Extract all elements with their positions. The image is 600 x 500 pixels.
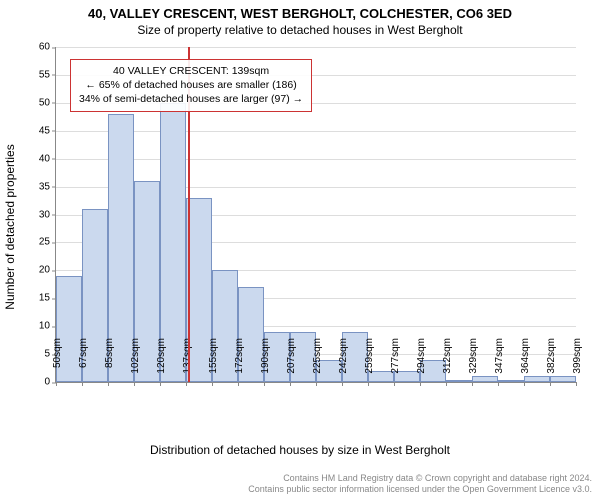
x-axis-label: Distribution of detached houses by size …	[0, 443, 600, 457]
x-tick: 329sqm	[468, 338, 479, 388]
annotation-box: 40 VALLEY CRESCENT: 139sqm ← 65% of deta…	[70, 59, 312, 112]
plot-area: 05101520253035404550556050sqm67sqm85sqm1…	[55, 47, 576, 383]
page-subtitle: Size of property relative to detached ho…	[0, 21, 600, 37]
page-title: 40, VALLEY CRESCENT, WEST BERGHOLT, COLC…	[0, 0, 600, 21]
x-tick: 242sqm	[338, 338, 349, 388]
y-tick: 50	[39, 97, 56, 108]
y-tick: 40	[39, 153, 56, 164]
y-tick: 60	[39, 42, 56, 53]
y-tick: 35	[39, 181, 56, 192]
y-axis-label: Number of detached properties	[3, 62, 17, 227]
x-tick: 155sqm	[208, 338, 219, 388]
y-tick: 55	[39, 69, 56, 80]
y-tick: 20	[39, 265, 56, 276]
annotation-line1: 40 VALLEY CRESCENT: 139sqm	[79, 64, 303, 78]
annotation-line3: 34% of semi-detached houses are larger (…	[79, 92, 303, 106]
x-tick: 85sqm	[104, 338, 115, 388]
x-tick: 120sqm	[156, 338, 167, 388]
y-tick: 15	[39, 293, 56, 304]
footer-line1: Contains HM Land Registry data © Crown c…	[8, 473, 592, 485]
x-tick: 207sqm	[286, 338, 297, 388]
x-tick: 347sqm	[494, 338, 505, 388]
y-tick: 45	[39, 125, 56, 136]
histogram-chart: Number of detached properties 0510152025…	[0, 37, 600, 417]
x-tick: 225sqm	[312, 338, 323, 388]
grid-line	[56, 131, 576, 132]
x-tick: 172sqm	[234, 338, 245, 388]
x-tick: 312sqm	[442, 338, 453, 388]
footer-attribution: Contains HM Land Registry data © Crown c…	[8, 473, 592, 496]
x-tick: 190sqm	[260, 338, 271, 388]
x-tick: 259sqm	[364, 338, 375, 388]
y-tick: 30	[39, 209, 56, 220]
grid-line	[56, 47, 576, 48]
footer-line2: Contains public sector information licen…	[8, 484, 592, 496]
annotation-line2: ← 65% of detached houses are smaller (18…	[79, 78, 303, 92]
x-tick: 67sqm	[78, 338, 89, 388]
x-tick: 364sqm	[520, 338, 531, 388]
y-tick: 25	[39, 237, 56, 248]
x-tick: 50sqm	[52, 338, 63, 388]
x-tick: 102sqm	[130, 338, 141, 388]
x-tick: 294sqm	[416, 338, 427, 388]
x-tick: 382sqm	[546, 338, 557, 388]
x-tick: 277sqm	[390, 338, 401, 388]
y-tick: 10	[39, 321, 56, 332]
x-tick: 399sqm	[572, 338, 583, 388]
grid-line	[56, 159, 576, 160]
